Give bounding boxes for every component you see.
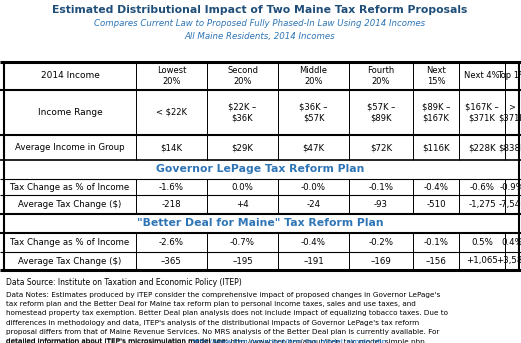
- Text: Next 4%: Next 4%: [464, 71, 500, 81]
- Text: homestead property tax exemption. Better Deal plan analysis does not include imp: homestead property tax exemption. Better…: [6, 310, 448, 316]
- Text: -510: -510: [426, 200, 446, 209]
- Text: -0.1%: -0.1%: [424, 238, 449, 247]
- Text: Average Tax Change ($): Average Tax Change ($): [18, 200, 121, 209]
- Text: $29K: $29K: [231, 143, 254, 152]
- Text: >
$371K: > $371K: [499, 103, 521, 122]
- Text: 2014 Income: 2014 Income: [41, 71, 100, 81]
- Text: -24: -24: [306, 200, 320, 209]
- Text: $57K –
$89K: $57K – $89K: [367, 103, 395, 122]
- Text: 0.4%: 0.4%: [501, 238, 521, 247]
- Text: -0.9%: -0.9%: [500, 182, 521, 191]
- Text: proposal differs from that of Maine Revenue Services. No MRS analysis of the Bet: proposal differs from that of Maine Reve…: [6, 329, 439, 335]
- Text: Average Income in Group: Average Income in Group: [15, 143, 125, 152]
- Text: +3,582: +3,582: [496, 257, 521, 265]
- Text: -218: -218: [162, 200, 181, 209]
- Text: "Better Deal for Maine" Tax Reform Plan: "Better Deal for Maine" Tax Reform Plan: [137, 218, 383, 228]
- Text: Next
15%: Next 15%: [426, 66, 446, 86]
- Text: -7,546: -7,546: [498, 200, 521, 209]
- Text: Fourth
20%: Fourth 20%: [367, 66, 394, 86]
- Text: –169: –169: [370, 257, 391, 265]
- Text: -0.7%: -0.7%: [230, 238, 255, 247]
- Text: tax reform plan and the Better Deal for Maine tax reform plan to personal income: tax reform plan and the Better Deal for …: [6, 301, 416, 307]
- Text: Governor LePage Tax Reform Plan: Governor LePage Tax Reform Plan: [156, 165, 364, 175]
- Text: -0.1%: -0.1%: [368, 182, 393, 191]
- Text: -93: -93: [374, 200, 388, 209]
- Text: http://www.itep.org/about/itep_tax_model_simple.php: http://www.itep.org/about/itep_tax_model…: [192, 338, 387, 343]
- Text: differences in methodology and data, ITEP's analysis of the distributional impac: differences in methodology and data, ITE…: [6, 320, 419, 326]
- Text: –191: –191: [303, 257, 324, 265]
- Text: -0.4%: -0.4%: [424, 182, 449, 191]
- Text: detailed information about ITEP's microsimulation model see:: detailed information about ITEP's micros…: [6, 338, 230, 343]
- Text: $89K –
$167K: $89K – $167K: [422, 103, 450, 122]
- Text: $838K: $838K: [498, 143, 521, 152]
- Text: Estimated Distributional Impact of Two Maine Tax Reform Proposals: Estimated Distributional Impact of Two M…: [52, 5, 468, 15]
- Text: $36K –
$57K: $36K – $57K: [299, 103, 328, 122]
- Text: $47K: $47K: [302, 143, 325, 152]
- Text: Income Range: Income Range: [38, 108, 102, 117]
- Text: All Maine Residents, 2014 Incomes: All Maine Residents, 2014 Incomes: [184, 32, 336, 41]
- Text: -2.6%: -2.6%: [159, 238, 184, 247]
- Text: $116K: $116K: [422, 143, 450, 152]
- Text: < $22K: < $22K: [156, 108, 187, 117]
- Text: +1,065: +1,065: [466, 257, 498, 265]
- Text: $14K: $14K: [160, 143, 182, 152]
- Text: Tax Change as % of Income: Tax Change as % of Income: [10, 182, 130, 191]
- Text: Middle
20%: Middle 20%: [300, 66, 328, 86]
- Text: Data Notes: Estimates produced by ITEP consider the comprehensive impact of prop: Data Notes: Estimates produced by ITEP c…: [6, 292, 440, 298]
- Text: Data Source: Institute on Taxation and Economic Policy (ITEP): Data Source: Institute on Taxation and E…: [6, 278, 242, 287]
- Text: -1.6%: -1.6%: [159, 182, 184, 191]
- Text: Compares Current Law to Proposed Fully Phased-In Law Using 2014 Incomes: Compares Current Law to Proposed Fully P…: [94, 19, 426, 28]
- Text: 0.0%: 0.0%: [231, 182, 253, 191]
- Text: +4: +4: [236, 200, 249, 209]
- Text: detailed information about ITEP's microsimulation model see: http://www.itep.org: detailed information about ITEP's micros…: [6, 338, 425, 343]
- Text: -0.2%: -0.2%: [368, 238, 393, 247]
- Text: Average Tax Change ($): Average Tax Change ($): [18, 257, 121, 265]
- Text: Lowest
20%: Lowest 20%: [157, 66, 186, 86]
- Text: Second
20%: Second 20%: [227, 66, 258, 86]
- Text: -0.6%: -0.6%: [469, 182, 494, 191]
- Text: –195: –195: [232, 257, 253, 265]
- Text: $228K: $228K: [468, 143, 496, 152]
- Text: $167K –
$371K: $167K – $371K: [465, 103, 499, 122]
- Text: Top 1%: Top 1%: [497, 71, 521, 81]
- Text: –156: –156: [426, 257, 446, 265]
- Text: -0.0%: -0.0%: [301, 182, 326, 191]
- Text: $22K –
$36K: $22K – $36K: [228, 103, 257, 122]
- Text: -1,275: -1,275: [468, 200, 496, 209]
- Text: –365: –365: [161, 257, 182, 265]
- Text: 0.5%: 0.5%: [471, 238, 493, 247]
- Text: Tax Change as % of Income: Tax Change as % of Income: [10, 238, 130, 247]
- Text: -0.4%: -0.4%: [301, 238, 326, 247]
- Text: $72K: $72K: [370, 143, 392, 152]
